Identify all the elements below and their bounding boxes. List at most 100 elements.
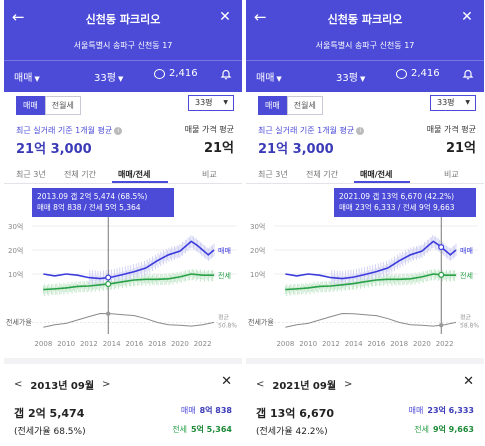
x-tick-label: 2016: [367, 340, 385, 348]
tab-compare[interactable]: 비교: [444, 170, 459, 179]
area-dropdown[interactable]: 33평 ▼: [188, 95, 234, 111]
area-selector[interactable]: 33평 ▼: [94, 73, 124, 84]
chart-tooltip: 2013.09 갭 2억 5,474 (68.5%) 매매 8억 838 / 전…: [32, 188, 174, 217]
y-tick-label: 20억: [250, 247, 265, 255]
ratio-series-line: [43, 313, 215, 328]
x-tick-label: 2018: [390, 340, 408, 348]
jeonse-value: 5억 5,364: [190, 425, 232, 434]
gap-value: 갭 2억 5,474: [14, 407, 85, 420]
close-icon[interactable]: ✕: [461, 9, 473, 25]
comment-icon: [396, 68, 407, 79]
series-label: 매매: [218, 247, 231, 255]
sale-price-row: 매매 23억 6,333: [409, 405, 474, 416]
header: ← 신천동 파크리오 ✕ 서울특별시 송파구 신천동 17 매매 ▼ 33평 ▼ 2…: [246, 0, 484, 92]
x-tick-label: 2012: [322, 340, 340, 348]
tab-rent[interactable]: 전월세: [44, 96, 81, 115]
header-filter-row: 매매 ▼ 33평 ▼ 2,416: [246, 60, 484, 88]
x-tick-label: 2022: [194, 340, 212, 348]
ratio-end-label: 58.8%: [460, 322, 479, 329]
x-tick-label: 2008: [34, 340, 52, 348]
tooltip-line-1: 2013.09 갭 2억 5,474 (68.5%): [37, 192, 148, 201]
sale-price-row: 매매 8억 838: [181, 405, 232, 416]
ratio-axis-label: 전세가율: [248, 317, 274, 326]
tab-sale-jeonse[interactable]: 매매/전세: [360, 170, 393, 179]
y-tick-label: 30억: [8, 223, 23, 231]
chevron-left-icon[interactable]: <: [256, 379, 265, 390]
x-tick-label: 2016: [125, 340, 143, 348]
ratio-end-name: 평균: [460, 313, 472, 321]
panel-right: ← 신천동 파크리오 ✕ 서울특별시 송파구 신천동 17 매매 ▼ 33평 ▼ 2…: [246, 0, 484, 446]
chevron-left-icon[interactable]: <: [14, 379, 23, 390]
jeonse-series-line: [285, 273, 456, 291]
tab-sale[interactable]: 매매: [16, 96, 45, 115]
comment-button[interactable]: 2,416: [396, 68, 440, 79]
tab-sale[interactable]: 매매: [258, 96, 287, 115]
sale-ask-label: 매물 가격 평균: [426, 125, 476, 134]
month-nav: < 2021년 09월 >: [256, 377, 352, 392]
ratio-axis-label: 전세가율: [6, 317, 32, 326]
chart-tooltip: 2021.09 갭 13억 6,670 (42.2%) 매매 23억 6,333…: [334, 188, 476, 217]
chevron-down-icon: ▼: [117, 75, 124, 83]
tab-all-period[interactable]: 전체 기간: [306, 170, 338, 179]
active-tab-underline: [112, 181, 168, 183]
x-tick-label: 2008: [276, 340, 294, 348]
price-chart[interactable]: 10억 20억 30억 매매 전세 전세가율 평균 58.8% 2008 2010 2012 2014…: [246, 186, 484, 352]
selected-jeonse-marker: [438, 271, 445, 278]
bell-icon[interactable]: [462, 68, 474, 80]
tab-sale-jeonse[interactable]: 매매/전세: [118, 170, 151, 179]
deal-type-selector[interactable]: 매매 ▼: [14, 73, 40, 84]
address: 서울특별시 송파구 신천동 17: [73, 41, 173, 50]
price-chart[interactable]: 10억 20억 30억 매매 전세 전세가율 평균 50.8% 2008 2010 2012 2014…: [4, 186, 242, 352]
ratio-end-name: 평균: [218, 313, 230, 321]
jeonse-label: 전세: [172, 425, 187, 434]
info-icon[interactable]: i: [356, 126, 365, 135]
jeonse-price-row: 전세 5억 5,364: [172, 424, 232, 435]
area-selector[interactable]: 33평 ▼: [336, 73, 366, 84]
chevron-right-icon[interactable]: >: [102, 379, 111, 390]
selected-sale-marker: [105, 274, 112, 281]
arrow-left-icon[interactable]: ←: [254, 8, 267, 26]
tab-all-period[interactable]: 전체 기간: [64, 170, 96, 179]
detail-panel: < 2013년 09월 > ✕ 갭 2억 5,474 (전세가율 68.5%) …: [4, 358, 242, 446]
avg-price: 21억 3,000: [16, 142, 92, 157]
close-icon[interactable]: ✕: [221, 374, 232, 389]
price-basis: 최근 실거래 기준 1개월 평균 i: [258, 125, 365, 136]
month-nav: < 2013년 09월 >: [14, 377, 110, 392]
x-tick-label: 2014: [103, 340, 121, 348]
bell-icon[interactable]: [220, 68, 232, 80]
x-tick-label: 2012: [80, 340, 98, 348]
comment-icon: [154, 68, 165, 79]
info-icon[interactable]: i: [114, 126, 123, 135]
gap-value: 갭 13억 6,670: [256, 407, 335, 420]
price-basis: 최근 실거래 기준 1개월 평균 i: [16, 125, 123, 136]
tab-rent[interactable]: 전월세: [286, 96, 323, 115]
chevron-down-icon: ▼: [223, 99, 228, 106]
chevron-right-icon[interactable]: >: [344, 379, 353, 390]
area-dropdown[interactable]: 33평 ▼: [430, 95, 476, 111]
header-filter-row: 매매 ▼ 33평 ▼ 2,416: [4, 60, 242, 88]
active-tab-underline: [354, 181, 410, 183]
tab-recent-3y[interactable]: 최근 3년: [16, 170, 46, 179]
ratio-series-line: [285, 313, 457, 328]
chevron-down-icon: ▼: [34, 75, 40, 83]
y-tick-label: 20억: [8, 247, 23, 255]
close-icon[interactable]: ✕: [463, 374, 474, 389]
month-label: 2013년 09월: [30, 381, 95, 392]
selected-sale-marker: [438, 244, 445, 251]
arrow-left-icon[interactable]: ←: [12, 8, 25, 26]
page-title: 신천동 파크리오: [85, 13, 161, 26]
chevron-down-icon: ▼: [359, 75, 366, 83]
tab-compare[interactable]: 비교: [202, 170, 217, 179]
panel-left: ← 신천동 파크리오 ✕ 서울특별시 송파구 신천동 17 매매 ▼ 33평 ▼ 2…: [4, 0, 242, 446]
jeonse-ratio: (전세가율 42.2%): [256, 427, 328, 437]
deal-type-selector[interactable]: 매매 ▼: [256, 73, 282, 84]
x-tick-label: 2010: [299, 340, 317, 348]
month-label: 2021년 09월: [272, 381, 337, 392]
tab-recent-3y[interactable]: 최근 3년: [258, 170, 288, 179]
x-tick-label: 2020: [413, 340, 431, 348]
close-icon[interactable]: ✕: [219, 9, 231, 25]
comment-button[interactable]: 2,416: [154, 68, 198, 79]
sale-ask-value: 21억: [203, 141, 234, 156]
header: ← 신천동 파크리오 ✕ 서울특별시 송파구 신천동 17 매매 ▼ 33평 ▼ 2…: [4, 0, 242, 92]
selected-ratio-marker: [439, 323, 444, 328]
